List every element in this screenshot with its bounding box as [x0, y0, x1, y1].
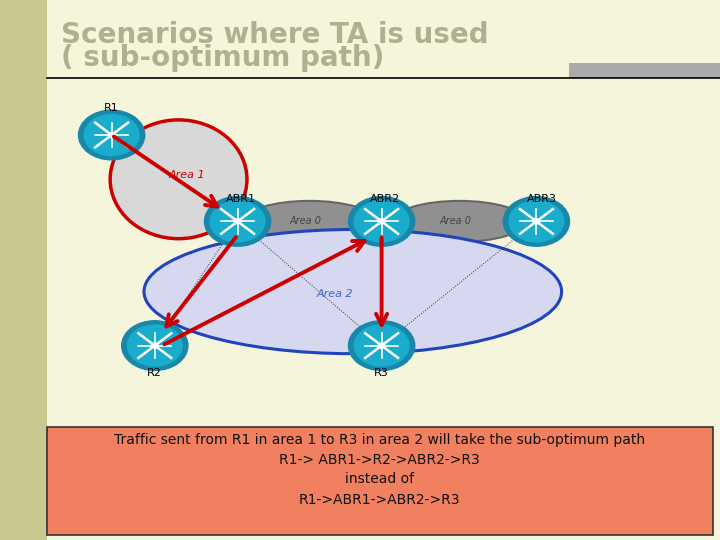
Circle shape	[210, 201, 265, 242]
Circle shape	[204, 197, 271, 246]
Circle shape	[122, 321, 188, 370]
Text: Scenarios where TA is used: Scenarios where TA is used	[61, 21, 489, 49]
Circle shape	[84, 114, 139, 156]
Ellipse shape	[110, 120, 247, 239]
Bar	[0, 0, 47, 540]
Bar	[569, 63, 720, 78]
Text: ( sub-optimum path): ( sub-optimum path)	[61, 44, 384, 72]
Circle shape	[108, 132, 115, 138]
Text: R1->ABR1->ABR2->R3: R1->ABR1->ABR2->R3	[299, 492, 461, 507]
Circle shape	[151, 343, 158, 348]
Text: ABR3: ABR3	[526, 194, 557, 204]
Text: ABR1: ABR1	[226, 194, 256, 204]
Circle shape	[533, 219, 540, 224]
Circle shape	[503, 197, 570, 246]
Text: Area 2: Area 2	[317, 289, 353, 299]
Text: R2: R2	[148, 368, 162, 377]
Text: Area 0: Area 0	[440, 217, 472, 226]
FancyBboxPatch shape	[47, 427, 713, 535]
Ellipse shape	[393, 201, 526, 242]
Circle shape	[378, 219, 385, 224]
Text: R1-> ABR1->R2->ABR2->R3: R1-> ABR1->R2->ABR2->R3	[279, 453, 480, 467]
Circle shape	[354, 201, 409, 242]
Circle shape	[127, 325, 182, 366]
Text: R1: R1	[104, 103, 119, 113]
Circle shape	[348, 197, 415, 246]
Circle shape	[378, 343, 385, 348]
Text: Traffic sent from R1 in area 1 to R3 in area 2 will take the sub-optimum path: Traffic sent from R1 in area 1 to R3 in …	[114, 433, 645, 447]
Circle shape	[234, 219, 241, 224]
Text: Area 0: Area 0	[290, 217, 322, 226]
Circle shape	[348, 321, 415, 370]
Text: Area 1: Area 1	[169, 171, 205, 180]
Circle shape	[509, 201, 564, 242]
Text: instead of: instead of	[345, 472, 415, 486]
Ellipse shape	[243, 201, 376, 242]
Text: ABR2: ABR2	[370, 194, 400, 204]
Ellipse shape	[144, 230, 562, 354]
Text: R3: R3	[374, 368, 389, 377]
Circle shape	[354, 325, 409, 366]
Circle shape	[78, 110, 145, 160]
